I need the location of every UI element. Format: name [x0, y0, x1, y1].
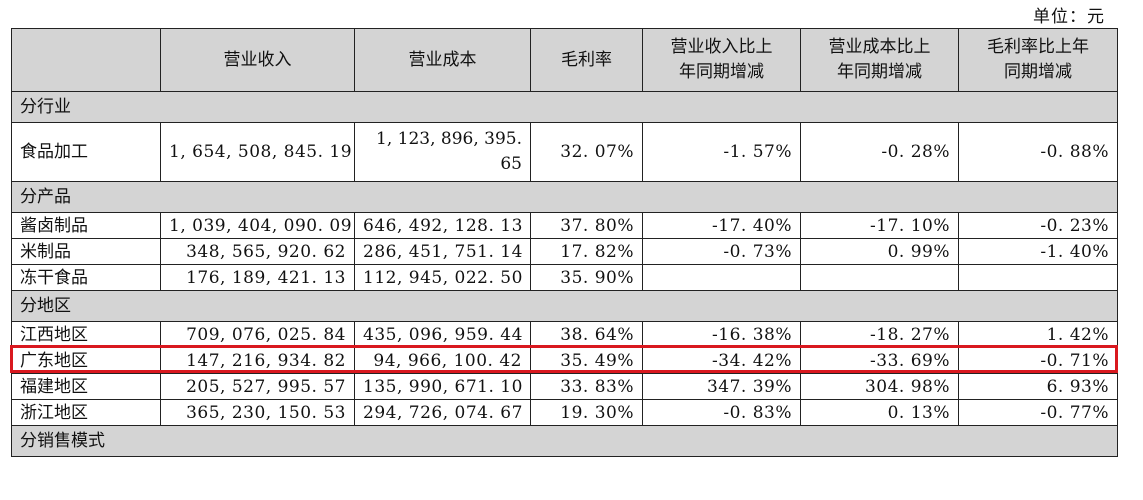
revenue-change-cell: -16. 38%	[642, 321, 801, 348]
cost-change-cell: 0. 13%	[800, 399, 959, 426]
revenue-change-cell: -0. 83%	[642, 399, 801, 426]
revenue-change-cell: -1. 57%	[642, 122, 801, 182]
revenue-cell: 1, 039, 404, 090. 09	[160, 212, 355, 239]
margin-change-cell: -0. 71%	[958, 347, 1118, 374]
row-label: 江西地区	[11, 321, 161, 348]
margin-change-cell: 6. 93%	[958, 373, 1118, 400]
revenue-cell: 1, 654, 508, 845. 19	[160, 122, 355, 182]
financial-table: 营业收入 营业成本 毛利率 营业收入比上 年同期增减 营业成本比上 年同期增减 …	[11, 28, 1118, 457]
cost-cell: 286, 451, 751. 14	[354, 238, 531, 265]
cost-change-cell: 304. 98%	[800, 373, 959, 400]
cost-cell: 1, 123, 896, 395. 65	[354, 122, 531, 182]
row-label: 冻干食品	[11, 264, 161, 291]
cost-cell: 646, 492, 128. 13	[354, 212, 531, 239]
unit-label: 单位：元	[1033, 7, 1105, 27]
revenue-cell: 348, 565, 920. 62	[160, 238, 355, 265]
row-label: 福建地区	[11, 373, 161, 400]
header-cell: 毛利率比上年 同期增减	[958, 28, 1118, 92]
cost-change-cell: -33. 69%	[800, 347, 959, 374]
table-row: 米制品 348, 565, 920. 62 286, 451, 751. 14 …	[11, 238, 1118, 265]
margin-cell: 38. 64%	[530, 321, 643, 348]
margin-change-cell: -0. 77%	[958, 399, 1118, 426]
cost-change-cell	[800, 264, 959, 291]
margin-cell: 19. 30%	[530, 399, 643, 426]
revenue-change-cell: -0. 73%	[642, 238, 801, 265]
row-label: 米制品	[11, 238, 161, 265]
table-row: 广东地区 147, 216, 934. 82 94, 966, 100. 42 …	[11, 347, 1118, 374]
table-row: 酱卤制品 1, 039, 404, 090. 09 646, 492, 128.…	[11, 212, 1118, 239]
header-cell: 营业收入比上 年同期增减	[642, 28, 801, 92]
section-title: 分产品	[11, 181, 1118, 213]
cost-cell: 112, 945, 022. 50	[354, 264, 531, 291]
margin-change-cell: -0. 88%	[958, 122, 1118, 182]
margin-change-cell: -1. 40%	[958, 238, 1118, 265]
header-cell: 营业收入	[160, 28, 355, 92]
cost-change-cell: 0. 99%	[800, 238, 959, 265]
section-row: 分地区	[11, 290, 1118, 322]
section-row: 分销售模式	[11, 425, 1118, 457]
section-row: 分产品	[11, 181, 1118, 213]
cost-cell: 94, 966, 100. 42	[354, 347, 531, 374]
cost-change-cell: -17. 10%	[800, 212, 959, 239]
cost-cell: 435, 096, 959. 44	[354, 321, 531, 348]
table-row: 福建地区 205, 527, 995. 57 135, 990, 671. 10…	[11, 373, 1118, 400]
cost-line-1: 1, 123, 896, 395.	[376, 129, 522, 149]
header-cell: 营业成本	[354, 28, 531, 92]
cost-cell: 135, 990, 671. 10	[354, 373, 531, 400]
header-cell	[11, 28, 161, 92]
revenue-cell: 147, 216, 934. 82	[160, 347, 355, 374]
revenue-cell: 176, 189, 421. 13	[160, 264, 355, 291]
revenue-change-cell: -34. 42%	[642, 347, 801, 374]
section-title: 分行业	[11, 91, 1118, 123]
row-label: 酱卤制品	[11, 212, 161, 239]
section-row: 分行业	[11, 91, 1118, 123]
margin-cell: 32. 07%	[530, 122, 643, 182]
margin-cell: 33. 83%	[530, 373, 643, 400]
revenue-change-cell: -17. 40%	[642, 212, 801, 239]
cost-change-cell: -18. 27%	[800, 321, 959, 348]
margin-cell: 35. 49%	[530, 347, 643, 374]
row-label: 浙江地区	[11, 399, 161, 426]
margin-cell: 17. 82%	[530, 238, 643, 265]
margin-change-cell: 1. 42%	[958, 321, 1118, 348]
table-row: 江西地区 709, 076, 025. 84 435, 096, 959. 44…	[11, 321, 1118, 348]
table-row: 冻干食品 176, 189, 421. 13 112, 945, 022. 50…	[11, 264, 1118, 291]
revenue-cell: 365, 230, 150. 53	[160, 399, 355, 426]
margin-cell: 37. 80%	[530, 212, 643, 239]
margin-change-cell: -0. 23%	[958, 212, 1118, 239]
cost-line-2: 65	[500, 154, 522, 174]
table-row: 浙江地区 365, 230, 150. 53 294, 726, 074. 67…	[11, 399, 1118, 426]
section-title: 分地区	[11, 290, 1118, 322]
cost-change-cell: -0. 28%	[800, 122, 959, 182]
header-cell: 营业成本比上 年同期增减	[800, 28, 959, 92]
margin-change-cell	[958, 264, 1118, 291]
row-label: 广东地区	[11, 347, 161, 374]
margin-cell: 35. 90%	[530, 264, 643, 291]
revenue-cell: 205, 527, 995. 57	[160, 373, 355, 400]
header-cell: 毛利率	[530, 28, 643, 92]
section-title: 分销售模式	[11, 425, 1118, 457]
header-row: 营业收入 营业成本 毛利率 营业收入比上 年同期增减 营业成本比上 年同期增减 …	[11, 28, 1118, 92]
row-label: 食品加工	[11, 122, 161, 182]
revenue-change-cell	[642, 264, 801, 291]
table-row: 食品加工 1, 654, 508, 845. 19 1, 123, 896, 3…	[11, 122, 1118, 182]
revenue-change-cell: 347. 39%	[642, 373, 801, 400]
cost-cell: 294, 726, 074. 67	[354, 399, 531, 426]
revenue-cell: 709, 076, 025. 84	[160, 321, 355, 348]
